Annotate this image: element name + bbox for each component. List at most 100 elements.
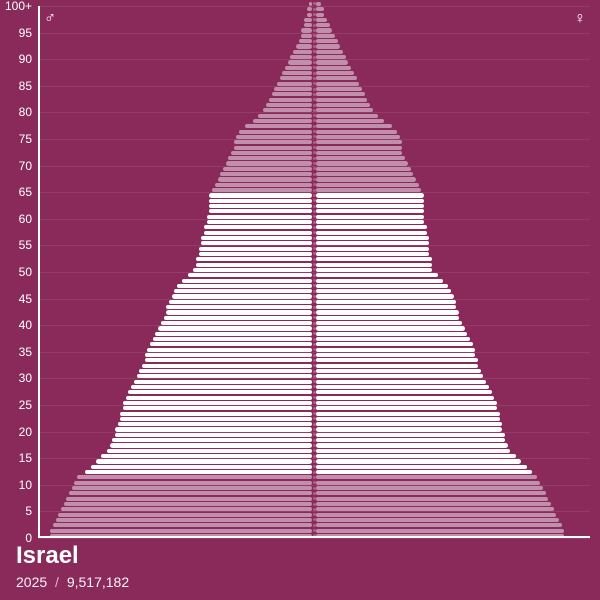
bar-female xyxy=(316,443,508,447)
y-tick: 50 xyxy=(19,265,32,279)
bar-male xyxy=(142,364,312,368)
bar-female xyxy=(316,34,335,38)
y-tick: 70 xyxy=(19,159,32,173)
bar-female xyxy=(316,39,338,43)
bar-female xyxy=(316,465,527,469)
bar-female xyxy=(316,60,348,64)
bar-male xyxy=(134,380,312,384)
y-tick: 20 xyxy=(19,425,32,439)
bar-female xyxy=(316,263,432,267)
bar-male xyxy=(304,23,312,27)
bar-female xyxy=(316,459,521,463)
y-tick: 95 xyxy=(19,26,32,40)
bar-male xyxy=(201,236,312,240)
center-axis-dots xyxy=(312,6,316,538)
bar-female xyxy=(316,284,448,288)
bar-female xyxy=(316,294,454,298)
bar-male xyxy=(204,225,312,229)
bar-female xyxy=(316,55,346,59)
bar-female xyxy=(316,300,456,304)
bar-male xyxy=(239,130,312,134)
bar-female xyxy=(316,2,321,6)
bar-female xyxy=(316,108,373,112)
bar-female xyxy=(316,257,432,261)
bar-male xyxy=(150,342,312,346)
y-axis: 0510152025303540455055606570758085909510… xyxy=(0,6,36,538)
bar-male xyxy=(161,321,312,325)
bar-male xyxy=(204,231,312,235)
bar-male xyxy=(56,518,313,522)
bar-female xyxy=(316,135,400,139)
bar-female xyxy=(316,491,546,495)
bar-male xyxy=(263,108,312,112)
bar-male xyxy=(166,305,312,309)
bar-female xyxy=(316,385,489,389)
bar-male xyxy=(120,412,312,416)
bar-male xyxy=(218,177,313,181)
bar-female xyxy=(316,161,408,165)
year-label: 2025 xyxy=(16,574,47,590)
bar-female xyxy=(316,177,416,181)
bar-female xyxy=(316,209,424,213)
bar-female xyxy=(316,193,424,197)
bar-female xyxy=(316,140,402,144)
bar-female xyxy=(316,348,475,352)
bar-female xyxy=(316,247,429,251)
bar-female xyxy=(316,71,354,75)
bar-male xyxy=(288,60,312,64)
separator: / xyxy=(55,574,59,590)
bar-male xyxy=(118,422,312,426)
y-tick: 65 xyxy=(19,185,32,199)
male-icon: ♂ xyxy=(44,10,56,28)
bar-female xyxy=(316,18,327,22)
bar-male xyxy=(139,369,312,373)
bar-female xyxy=(316,23,330,27)
bar-male xyxy=(110,443,313,447)
bar-male xyxy=(50,529,312,533)
bar-male xyxy=(61,507,312,511)
bar-male xyxy=(123,406,312,410)
bar-male xyxy=(209,209,312,213)
bar-female xyxy=(316,87,362,91)
bar-female xyxy=(316,82,359,86)
bar-female xyxy=(316,449,510,453)
bar-male xyxy=(196,263,312,267)
bar-female xyxy=(316,412,500,416)
bar-male xyxy=(126,396,312,400)
bar-female xyxy=(316,268,432,272)
bar-male xyxy=(282,71,312,75)
bar-male xyxy=(169,300,312,304)
bar-male xyxy=(220,172,312,176)
bar-female xyxy=(316,188,421,192)
bar-male xyxy=(207,220,312,224)
y-tick: 55 xyxy=(19,238,32,252)
y-tick: 85 xyxy=(19,79,32,93)
bar-female xyxy=(316,124,392,128)
bar-female xyxy=(316,225,427,229)
bar-male xyxy=(296,44,312,48)
bar-female xyxy=(316,215,424,219)
x-axis-line xyxy=(38,536,590,538)
bar-male xyxy=(164,316,313,320)
bar-female xyxy=(316,433,505,437)
bar-female xyxy=(316,513,556,517)
bar-female xyxy=(316,486,543,490)
bar-male xyxy=(120,417,312,421)
bar-female xyxy=(316,28,332,32)
bar-female xyxy=(316,380,486,384)
bar-male xyxy=(272,92,313,96)
bar-male xyxy=(123,401,312,405)
bar-male xyxy=(201,241,312,245)
bar-male xyxy=(158,326,312,330)
chart-footer: Israel 2025 / 9,517,182 xyxy=(16,542,584,590)
bar-male xyxy=(212,188,312,192)
bar-male xyxy=(228,156,312,160)
bar-male xyxy=(253,119,312,123)
y-tick: 15 xyxy=(19,451,32,465)
bar-male xyxy=(215,183,312,187)
bar-male xyxy=(131,385,312,389)
bar-female xyxy=(316,130,397,134)
bar-male xyxy=(64,502,312,506)
bar-female xyxy=(316,98,367,102)
bar-male xyxy=(234,146,312,150)
